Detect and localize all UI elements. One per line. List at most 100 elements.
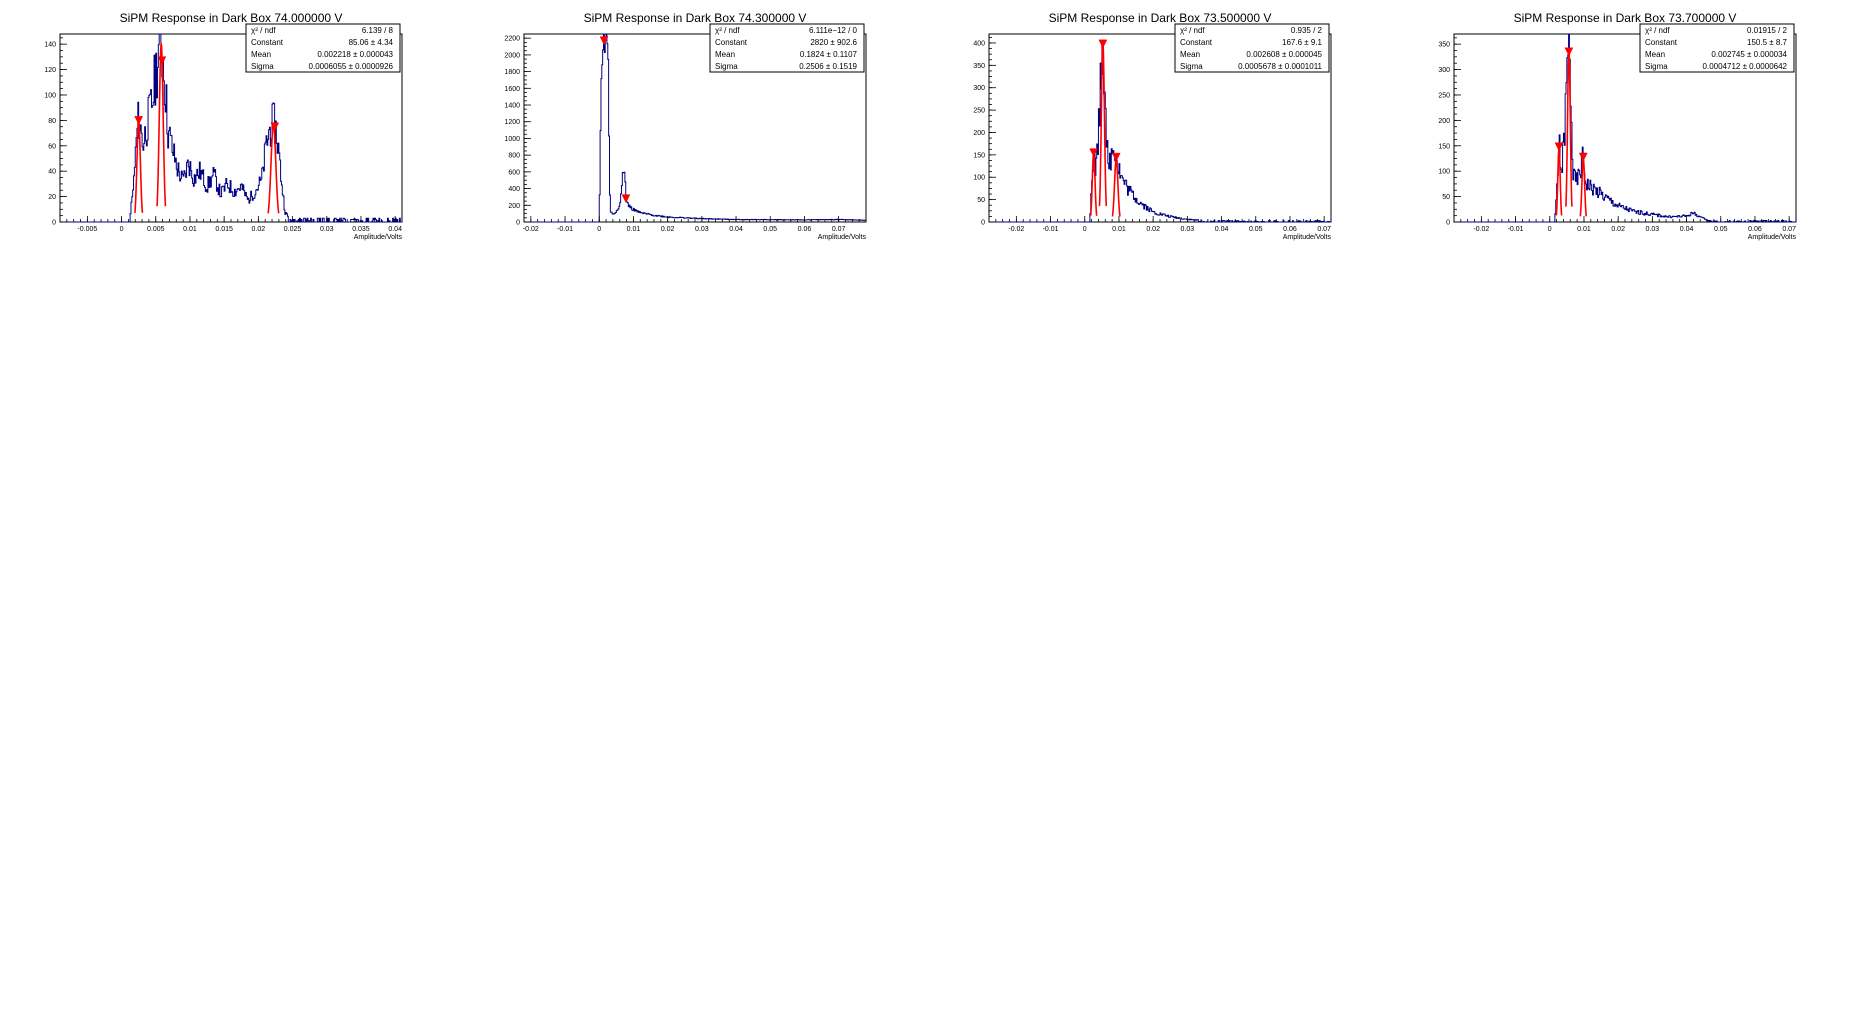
y-tick-label: 0 <box>1446 220 1450 227</box>
stats-value: 0.0006055 ± 0.0000926 <box>309 62 394 71</box>
y-tick-label: 50 <box>977 197 985 204</box>
chart-title: SiPM Response in Dark Box 73.500000 V <box>1049 11 1272 25</box>
x-tick-label: 0.015 <box>215 226 233 233</box>
y-tick-label: 350 <box>1438 42 1450 49</box>
histogram-panel-2: SiPM Response in Dark Box 74.300000 V -0.… <box>504 11 867 241</box>
stats-name: Constant <box>251 38 284 47</box>
y-tick-label: 250 <box>1438 92 1450 99</box>
histogram-panel-4: SiPM Response in Dark Box 73.700000 V -0.… <box>1438 11 1797 241</box>
x-tick-label: 0.06 <box>798 226 812 233</box>
x-tick-label: 0.01 <box>1112 226 1126 233</box>
x-tick-label: 0.01 <box>183 226 197 233</box>
y-tick-label: 60 <box>48 143 56 150</box>
y-tick-label: 300 <box>973 85 985 92</box>
y-tick-label: 100 <box>44 92 56 99</box>
stats-box <box>1174 23 1330 73</box>
chart-title: SiPM Response in Dark Box 73.700000 V <box>1514 11 1737 25</box>
stats-value: 0.935 / 2 <box>1291 26 1323 35</box>
y-tick-label: 200 <box>508 203 520 210</box>
x-tick-label: -0.01 <box>1043 226 1059 233</box>
stats-value: 0.1824 ± 0.1107 <box>800 50 858 59</box>
histogram-line <box>60 33 402 223</box>
y-tick-label: 1000 <box>504 136 520 143</box>
x-tick-label: 0.05 <box>763 226 777 233</box>
y-tick-label: 350 <box>973 63 985 70</box>
stats-name: Constant <box>1645 38 1678 47</box>
x-tick-label: 0.04 <box>388 226 402 233</box>
stats-name: χ² / ndf <box>251 26 276 35</box>
stats-value: 150.5 ± 8.7 <box>1747 38 1788 47</box>
stats-value: 0.002745 ± 0.000034 <box>1711 50 1787 59</box>
x-axis-label: Amplitude/Volts <box>1283 234 1332 241</box>
x-tick-label: 0.035 <box>352 226 370 233</box>
histogram-line <box>1454 33 1796 223</box>
fit-curve <box>156 41 167 207</box>
stats-box <box>1639 23 1795 73</box>
x-axis-label: Amplitude/Volts <box>1748 234 1797 241</box>
x-tick-label: 0.02 <box>1611 226 1625 233</box>
peak-marker <box>621 194 631 204</box>
x-tick-label: -0.005 <box>77 226 97 233</box>
peak-marker <box>1578 152 1588 162</box>
histogram-panel-3: SiPM Response in Dark Box 73.500000 V -0.… <box>973 11 1332 241</box>
chart-title: SiPM Response in Dark Box 74.000000 V <box>120 11 343 25</box>
stats-name: Sigma <box>1180 62 1203 71</box>
stats-value: 6.111e−12 / 0 <box>809 26 858 35</box>
stats-name: Mean <box>715 50 735 59</box>
peak-marker <box>599 36 609 46</box>
x-tick-label: 0.07 <box>1317 226 1331 233</box>
stats-box <box>245 23 401 73</box>
y-tick-label: 20 <box>48 194 56 201</box>
peak-marker <box>1111 152 1121 162</box>
y-tick-label: 40 <box>48 169 56 176</box>
x-tick-label: 0.04 <box>1215 226 1229 233</box>
stats-name: χ² / ndf <box>1180 26 1205 35</box>
x-tick-label: 0 <box>597 226 601 233</box>
x-tick-label: 0.03 <box>320 226 334 233</box>
x-tick-label: 0.06 <box>1748 226 1762 233</box>
y-tick-label: 200 <box>1438 118 1450 125</box>
y-tick-label: 800 <box>508 153 520 160</box>
peak-marker <box>270 122 280 132</box>
x-tick-label: 0.005 <box>147 226 165 233</box>
x-tick-label: -0.01 <box>557 226 573 233</box>
x-tick-label: 0.02 <box>661 226 675 233</box>
y-tick-label: 1400 <box>504 103 520 110</box>
stats-value: 167.6 ± 9.1 <box>1282 38 1323 47</box>
x-tick-label: 0.025 <box>284 226 302 233</box>
y-tick-label: 300 <box>1438 67 1450 74</box>
x-tick-label: 0.02 <box>252 226 266 233</box>
stats-value: 0.0005678 ± 0.0001011 <box>1238 62 1322 71</box>
peak-marker <box>157 56 167 66</box>
y-tick-label: 100 <box>1438 169 1450 176</box>
y-tick-label: 600 <box>508 169 520 176</box>
stats-name: Sigma <box>715 62 738 71</box>
x-tick-label: 0.02 <box>1146 226 1160 233</box>
x-tick-label: 0.03 <box>695 226 709 233</box>
y-tick-label: 0 <box>516 220 520 227</box>
stats-name: Sigma <box>1645 62 1668 71</box>
y-tick-label: 150 <box>973 152 985 159</box>
stats-name: Mean <box>1645 50 1665 59</box>
fit-curve <box>1555 146 1563 216</box>
x-tick-label: -0.01 <box>1508 226 1524 233</box>
y-tick-label: 140 <box>44 42 56 49</box>
x-tick-label: 0.05 <box>1714 226 1728 233</box>
x-tick-label: 0 <box>120 226 124 233</box>
x-tick-label: 0.01 <box>627 226 641 233</box>
y-tick-label: 80 <box>48 118 56 125</box>
x-tick-label: 0.05 <box>1249 226 1263 233</box>
y-tick-label: 1600 <box>504 86 520 93</box>
histogram-line <box>989 44 1331 223</box>
stats-value: 0.0004712 ± 0.0000642 <box>1703 62 1788 71</box>
chart-title: SiPM Response in Dark Box 74.300000 V <box>584 11 807 25</box>
x-tick-label: 0 <box>1083 226 1087 233</box>
peak-marker <box>1564 47 1574 57</box>
y-tick-label: 0 <box>52 220 56 227</box>
peak-marker <box>1554 142 1564 152</box>
peak-marker <box>1098 39 1108 49</box>
y-tick-label: 1800 <box>504 69 520 76</box>
x-tick-label: 0.04 <box>1680 226 1694 233</box>
x-tick-label: -0.02 <box>523 226 539 233</box>
